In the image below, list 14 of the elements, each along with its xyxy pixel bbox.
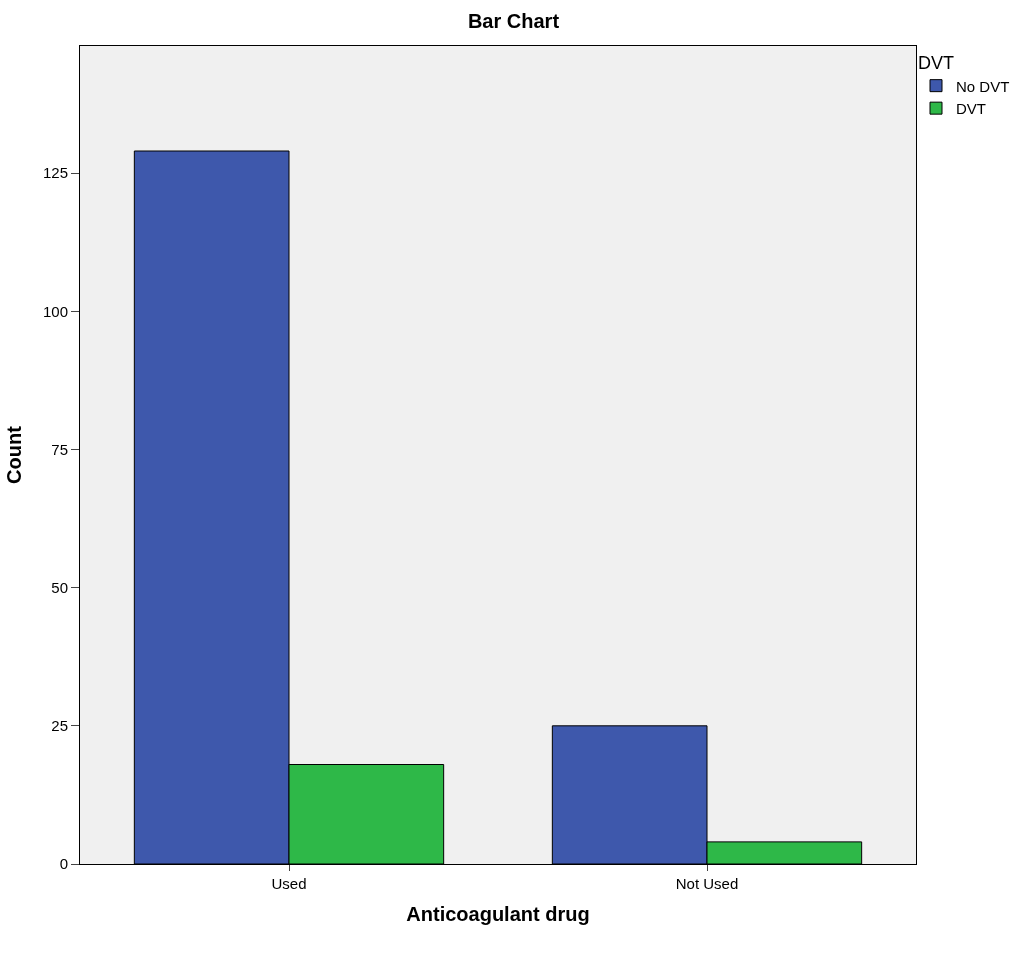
y-tick-label: 50 (51, 578, 68, 596)
y-tick-label: 0 (59, 855, 68, 873)
y-tick-label: 25 (51, 717, 68, 735)
chart-title: Bar Chart (467, 10, 560, 33)
legend-title: DVT (918, 53, 954, 74)
legend-label: No DVT (956, 77, 1010, 95)
legend-label: DVT (956, 100, 986, 117)
y-axis-title: Count (3, 425, 26, 484)
y-tick-label: 75 (51, 440, 68, 458)
x-axis-title: Anticoagulant drug (406, 902, 590, 925)
y-tick-label: 100 (42, 302, 68, 320)
y-tick-label: 125 (42, 164, 68, 182)
x-tick-label: Used (271, 875, 307, 892)
x-tick-label: Not Used (675, 875, 739, 892)
